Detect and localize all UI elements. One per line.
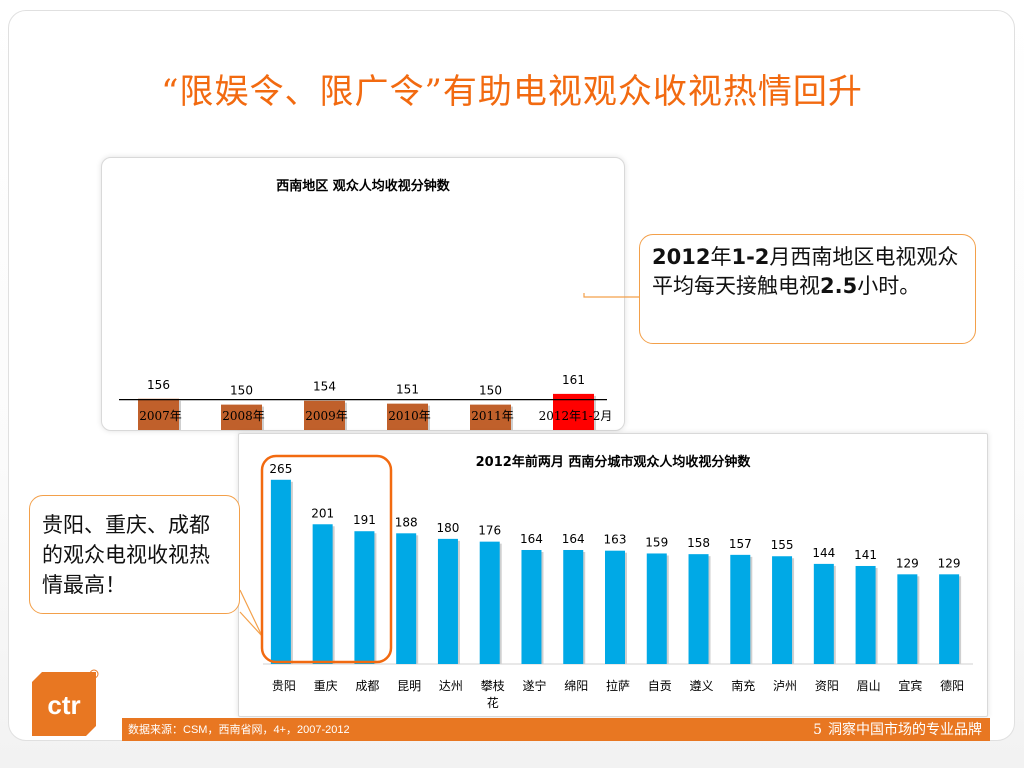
x-tick-label: 宜宾 xyxy=(898,678,922,693)
x-tick-label: 2012年1-2月 xyxy=(539,409,613,423)
footer-bar: 数据来源：CSM，西南省网，4+，2007-2012 5 洞察中国市场的专业品牌 xyxy=(122,718,990,741)
callout-months: 1-2 xyxy=(731,245,770,269)
bar xyxy=(897,574,918,664)
ctr-logo: ctr xyxy=(28,668,100,740)
page-number: 5 xyxy=(813,722,822,738)
bar xyxy=(470,404,511,430)
bar xyxy=(396,533,417,664)
data-label: 151 xyxy=(396,383,419,397)
data-label: 157 xyxy=(729,537,752,551)
bar xyxy=(563,549,584,664)
logo-text: ctr xyxy=(47,690,80,720)
data-label: 154 xyxy=(313,380,336,394)
bar xyxy=(855,565,876,664)
callout-average-viewing: 2012年1-2月西南地区电视观众平均每天接触电视2.5小时。 xyxy=(639,234,976,344)
x-tick-label: 达州 xyxy=(439,679,463,693)
bar xyxy=(387,403,428,430)
callout-top-cities: 贵阳、重庆、成都的观众电视收视热情最高！ xyxy=(29,495,240,614)
data-label: 164 xyxy=(520,532,543,546)
x-tick-label: 泸州 xyxy=(773,679,797,693)
callout-text-1: 月西南地区电视观众平均每天接触电视 xyxy=(652,245,959,298)
bar xyxy=(304,400,345,430)
data-label: 129 xyxy=(938,556,961,570)
x-tick-label: 眉山 xyxy=(857,679,881,693)
x-tick-label: 重庆 xyxy=(314,679,338,693)
x-tick-label: 绵阳 xyxy=(564,679,588,693)
data-label: 188 xyxy=(395,515,418,529)
callout-year-suffix: 年 xyxy=(710,245,732,269)
data-label: 176 xyxy=(478,524,501,538)
data-label: 144 xyxy=(812,546,835,560)
yearly-chart-panel: 西南地区 观众人均收视分钟数 156 2007年 150 2008年 154 2009年 15… xyxy=(101,157,625,431)
bar xyxy=(270,479,291,664)
bar xyxy=(221,404,262,430)
callout-hours: 2.5 xyxy=(820,274,858,298)
data-label: 191 xyxy=(353,513,376,527)
data-label: 150 xyxy=(230,384,253,398)
x-tick-label: 德阳 xyxy=(940,678,964,693)
x-tick-label: 成都 xyxy=(355,679,379,693)
data-label: 164 xyxy=(562,532,585,546)
yearly-chart: 西南地区 观众人均收视分钟数 156 2007年 150 2008年 154 2009年 15… xyxy=(119,178,613,430)
data-label: 158 xyxy=(687,536,710,550)
data-label: 156 xyxy=(147,378,170,392)
bar xyxy=(605,550,625,664)
bar xyxy=(688,554,709,664)
data-label: 129 xyxy=(896,556,919,570)
x-tick-label: 攀枝花 xyxy=(481,678,505,710)
data-label: 150 xyxy=(479,384,502,398)
bar xyxy=(138,398,179,430)
x-tick-label: 遂宁 xyxy=(522,678,546,693)
x-tick-label: 2007年 xyxy=(139,409,182,423)
city-chart: 2012年前两月 西南分城市观众人均收视分钟数 265 贵阳 201 重庆 191 成都 18… xyxy=(263,454,973,710)
x-tick-label: 遵义 xyxy=(690,678,714,693)
city-chart-panel: 2012年前两月 西南分城市观众人均收视分钟数 265 贵阳 201 重庆 191 成都 18… xyxy=(238,433,988,717)
data-label: 159 xyxy=(645,535,668,549)
data-label: 201 xyxy=(311,506,334,520)
footer-brand-block: 5 洞察中国市场的专业品牌 xyxy=(813,719,982,739)
x-tick-label: 拉萨 xyxy=(606,678,630,693)
bar xyxy=(354,531,375,664)
callout-year: 2012 xyxy=(652,245,711,269)
bar xyxy=(939,574,960,664)
data-label: 163 xyxy=(604,533,627,547)
x-tick-label: 2009年 xyxy=(305,409,348,423)
chart-title: 西南地区 观众人均收视分钟数 xyxy=(276,178,451,194)
x-tick-label: 自贡 xyxy=(648,679,672,693)
x-tick-label: 贵阳 xyxy=(272,679,296,693)
bar xyxy=(312,524,333,664)
bar xyxy=(521,549,542,664)
bar xyxy=(479,541,500,664)
chart-title: 2012年前两月 西南分城市观众人均收视分钟数 xyxy=(476,454,752,470)
footer-source: 数据来源：CSM，西南省网，4+，2007-2012 xyxy=(128,724,350,736)
x-tick-label: 2011年 xyxy=(471,409,514,423)
bar xyxy=(437,538,458,664)
x-tick-label: 2010年 xyxy=(388,409,431,423)
x-tick-label: 南充 xyxy=(731,678,755,693)
bar xyxy=(813,563,834,664)
data-label: 155 xyxy=(771,538,794,552)
page-title: “限娱令、限广令”有助电视观众收视热情回升 xyxy=(161,72,863,112)
x-tick-label: 昆明 xyxy=(397,679,421,693)
x-tick-label: 2008年 xyxy=(222,409,265,423)
bar xyxy=(646,553,667,664)
x-tick-label: 资阳 xyxy=(815,679,839,693)
data-label: 265 xyxy=(269,462,292,476)
data-label: 141 xyxy=(854,548,877,562)
data-label: 161 xyxy=(562,373,585,387)
footer-brand: 洞察中国市场的专业品牌 xyxy=(828,722,982,738)
data-label: 180 xyxy=(436,521,459,535)
bar xyxy=(730,554,751,664)
callout-text-2: 小时。 xyxy=(857,274,921,298)
bar xyxy=(772,556,793,664)
